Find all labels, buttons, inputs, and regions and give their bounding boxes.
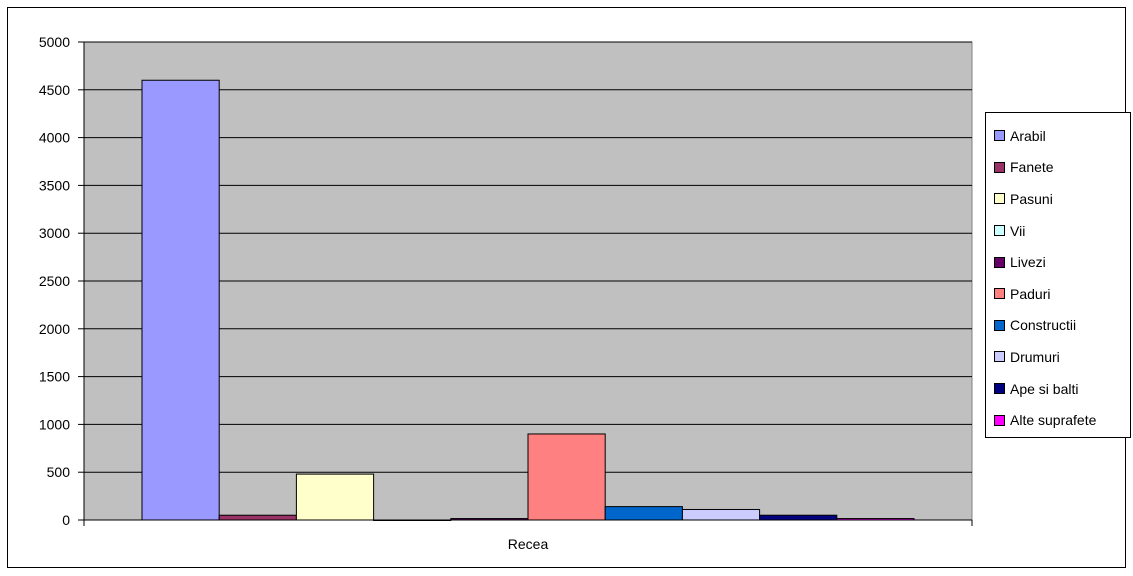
- legend-label: Paduri: [1010, 285, 1051, 302]
- legend-item: Constructii: [986, 310, 1130, 342]
- legend-label: Ape si balti: [1010, 380, 1079, 397]
- legend-item: Fanete: [986, 152, 1130, 184]
- bar-drumuri: [681, 508, 761, 521]
- y-tick-label: 1500: [39, 369, 70, 385]
- legend-label: Arabil: [1010, 127, 1046, 144]
- legend-label: Vii: [1010, 222, 1026, 239]
- y-tick-label: 5000: [39, 34, 70, 50]
- y-tick-label: 4000: [39, 130, 70, 146]
- legend-item: Ape si balti: [986, 373, 1130, 405]
- y-tick-label: 1000: [39, 416, 70, 432]
- bar-constructii: [604, 506, 683, 521]
- legend-item: Livezi: [986, 246, 1130, 278]
- legend-swatch: [994, 130, 1005, 142]
- y-tick-label: 3500: [39, 177, 70, 193]
- bar-arabil: [141, 79, 220, 521]
- legend-swatch: [994, 256, 1005, 268]
- y-tick-label: 2500: [39, 273, 70, 289]
- legend-item: Arabil: [986, 120, 1130, 152]
- y-tick-label: 3000: [39, 225, 70, 241]
- legend-swatch: [994, 351, 1005, 363]
- legend-label: Livezi: [1010, 254, 1046, 271]
- legend-swatch: [994, 161, 1005, 173]
- legend-label: Drumuri: [1010, 348, 1060, 365]
- legend-label: Alte suprafete: [1010, 412, 1097, 429]
- legend-item: Pasuni: [986, 183, 1130, 215]
- legend-item: Alte suprafete: [986, 404, 1130, 436]
- legend-label: Constructii: [1010, 317, 1077, 334]
- bar-paduri: [527, 433, 606, 521]
- x-category-label: Recea: [508, 536, 549, 552]
- bar-pasuni: [295, 473, 375, 521]
- y-tick-label: 500: [47, 464, 71, 480]
- y-tick-label: 0: [62, 512, 70, 528]
- legend-label: Pasuni: [1010, 190, 1053, 207]
- plot-area: 0 500 1000 1500 2000 2500 3000 3500 4000 4500 5000…: [39, 34, 973, 552]
- legend: Arabil Fanete Pasuni Vii Livezi Paduri Constru…: [985, 112, 1131, 438]
- legend-swatch: [994, 383, 1005, 395]
- legend-item: Paduri: [986, 278, 1130, 310]
- bar-fanete: [218, 514, 297, 521]
- legend-item: Drumuri: [986, 341, 1130, 373]
- legend-swatch: [994, 193, 1005, 205]
- y-tick-label: 4500: [39, 82, 70, 98]
- bar-ape-si-balti: [759, 514, 838, 521]
- legend-swatch: [994, 319, 1005, 331]
- legend-label: Fanete: [1010, 159, 1054, 176]
- y-tick-label: 2000: [39, 321, 70, 337]
- legend-swatch: [994, 414, 1005, 426]
- legend-item: Vii: [986, 215, 1130, 247]
- legend-swatch: [994, 288, 1005, 300]
- legend-swatch: [994, 225, 1005, 237]
